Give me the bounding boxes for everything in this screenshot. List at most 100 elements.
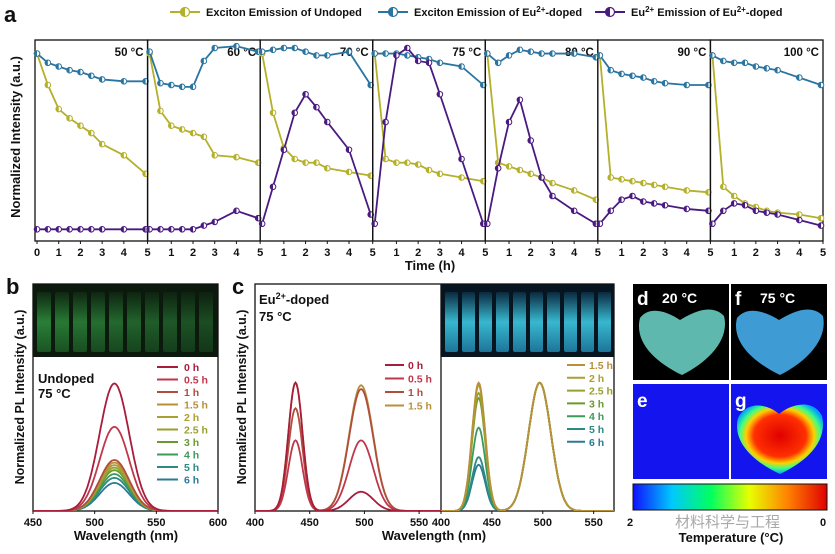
data-point-fill — [506, 163, 509, 170]
data-point-fill — [259, 220, 263, 227]
x-tick-label: 4 — [684, 247, 691, 259]
legend-label: 6 h — [184, 475, 199, 487]
data-point-fill — [201, 222, 204, 229]
data-point-fill — [77, 226, 81, 233]
vials-photo-undoped — [33, 284, 218, 357]
data-point-fill — [233, 154, 237, 160]
series-group — [33, 382, 218, 511]
note-temperature: 75 °C — [38, 386, 71, 401]
data-point-fill — [324, 165, 328, 172]
x-tick-label: 2 — [190, 247, 196, 259]
x-tick-label: 400 — [246, 517, 264, 529]
data-point-fill — [211, 219, 215, 225]
data-point-fill — [818, 222, 821, 229]
panel-label-a: a — [4, 2, 17, 27]
data-point-fill — [55, 106, 59, 112]
data-point-fill — [404, 45, 408, 51]
data-point-fill — [291, 156, 295, 162]
subplot-frame — [259, 39, 374, 242]
data-point-fill — [662, 80, 665, 86]
vial — [199, 292, 213, 352]
data-point-fill — [742, 202, 745, 209]
spectrum-0h — [255, 381, 441, 511]
legend-label: 1 h — [408, 387, 423, 399]
data-point-fill — [607, 67, 611, 73]
data-point-fill — [270, 183, 273, 190]
legend-label: Exciton Emission of Eu2+-doped — [414, 5, 582, 20]
x-tick-label: 4 — [121, 247, 128, 259]
data-point-fill — [179, 84, 183, 90]
data-point-fill — [121, 152, 124, 159]
data-point-fill — [480, 178, 484, 184]
data-point-fill — [484, 220, 488, 227]
x-tick-label: 3 — [662, 247, 668, 259]
x-tick-label: 1 — [506, 247, 512, 259]
data-point-fill — [538, 50, 542, 57]
data-point-fill — [683, 187, 687, 194]
data-point-fill — [190, 226, 193, 233]
x-tick-label: 3 — [324, 247, 330, 259]
data-point-fill — [291, 45, 295, 51]
data-point-fill — [426, 60, 429, 66]
data-point-fill — [720, 208, 724, 214]
legend-marker-fill — [388, 7, 393, 17]
data-point-fill — [346, 146, 349, 153]
data-point-fill — [506, 52, 509, 59]
data-point-fill — [281, 146, 284, 153]
legend-marker-fill — [180, 7, 185, 17]
x-tick-label: 1 — [168, 247, 174, 259]
x-tick-label: 450 — [483, 517, 501, 529]
vial — [598, 292, 611, 352]
data-point-fill — [426, 167, 429, 173]
data-point-fill — [66, 115, 70, 122]
x-tick-label: 5 — [370, 247, 376, 259]
vial — [109, 292, 123, 352]
colorbar: 2 0 材料科学与工程 Temperature (°C) — [627, 483, 828, 545]
legend-label: 2.5 h — [589, 386, 613, 398]
x-tick-label: 5 — [145, 247, 151, 259]
data-point-fill — [480, 82, 484, 88]
data-point-fill — [157, 80, 161, 86]
note-sample: Undoped — [38, 371, 94, 386]
legend-label: 1.5 h — [184, 400, 208, 412]
data-point-fill — [179, 126, 183, 133]
data-point-fill — [270, 47, 273, 53]
data-point-fill — [640, 180, 644, 186]
legend-label: 5 h — [589, 424, 604, 436]
panel-label-b: b — [6, 274, 19, 299]
data-point-fill — [517, 47, 520, 53]
data-point-fill — [629, 193, 633, 199]
data-point-fill — [142, 171, 146, 177]
data-point-fill — [774, 67, 778, 73]
data-point-fill — [371, 220, 375, 227]
vial — [581, 292, 594, 352]
data-point-fill — [549, 180, 553, 186]
data-point-fill — [709, 52, 713, 59]
x-tick-label: 4 — [796, 247, 803, 259]
x-tick-label: 550 — [584, 517, 602, 529]
data-point-fill — [55, 63, 59, 70]
spectrum-1h — [255, 388, 441, 511]
data-point-fill — [484, 50, 488, 57]
data-point-fill — [45, 60, 48, 66]
data-point-fill — [259, 48, 263, 55]
data-point-fill — [415, 161, 419, 168]
x-tick-label: 4 — [346, 247, 353, 259]
data-point-fill — [796, 217, 800, 223]
subplot-frame — [372, 39, 486, 242]
x-tick-label: 5 — [257, 247, 263, 259]
data-point-fill — [88, 226, 92, 233]
data-point-fill — [495, 159, 499, 166]
data-point-fill — [437, 91, 440, 98]
data-point-fill — [233, 43, 237, 49]
colorbar-label: Temperature (°C) — [679, 530, 784, 545]
data-point-fill — [818, 82, 821, 88]
legend-label: 1 h — [184, 387, 199, 399]
note-temperature: 75 °C — [259, 309, 292, 324]
data-point-fill — [683, 206, 687, 212]
data-point-fill — [593, 220, 596, 227]
vial — [445, 292, 458, 352]
x-axis-label-b: Wavelength (nm) — [74, 528, 178, 543]
x-tick-label: 2 — [77, 247, 83, 259]
